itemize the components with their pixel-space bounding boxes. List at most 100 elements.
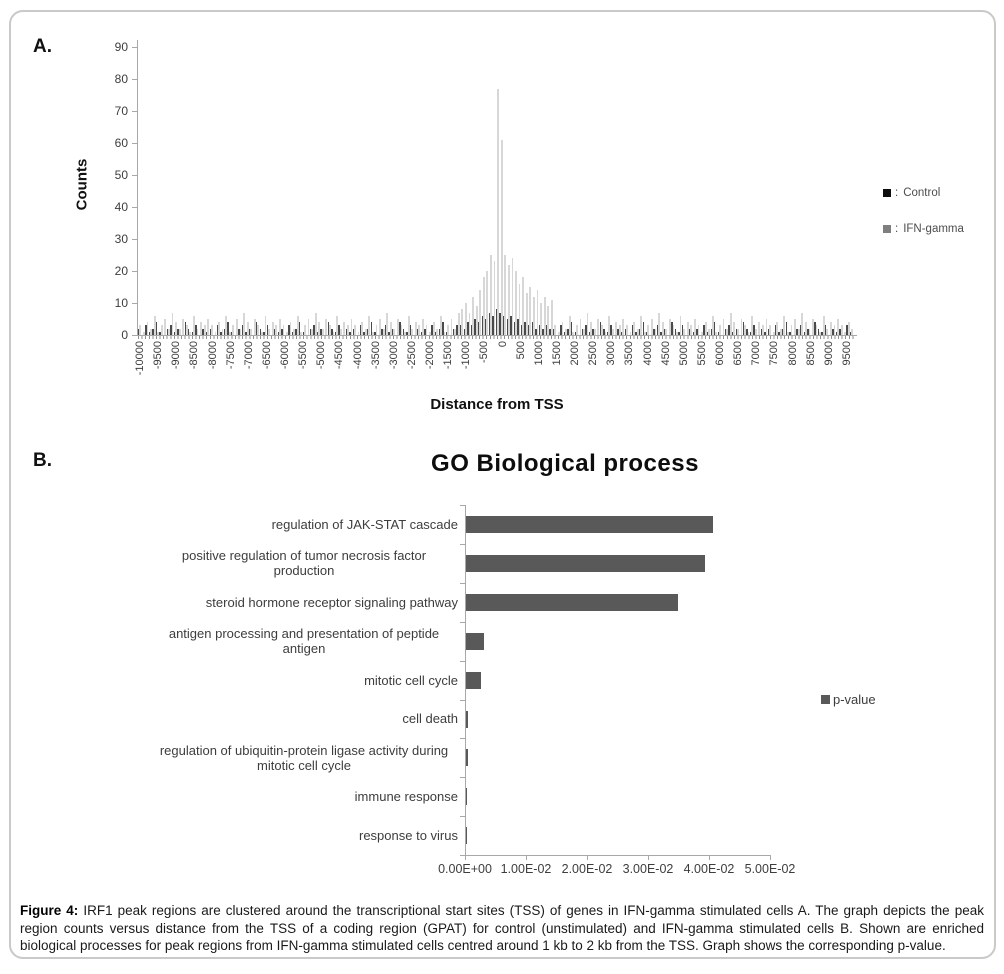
b-y-tick [460,621,465,623]
control-bar [671,322,673,335]
p-value-bar [466,710,469,728]
histogram-bin [235,319,239,335]
histogram-bin [624,325,629,335]
ifn-gamma-bar [507,264,510,335]
a-x-tick-label: 5500 [695,341,708,366]
control-bar [799,325,802,335]
a-y-tick [132,335,137,336]
ifn-gamma-bar [160,325,163,335]
control-bar [638,328,641,335]
ifn-gamma-bar [532,296,535,335]
histogram-bin [528,287,532,335]
ifn-gamma-bar [303,325,306,335]
b-category-label: regulation of ubiquitin-protein ligase a… [159,742,449,773]
p-value-bar [466,749,469,767]
ifn-gamma-bar [804,322,807,335]
histogram-bin [227,322,231,335]
control-bar [814,322,816,335]
ifn-gamma-bar [600,325,603,335]
control-bar [438,328,440,335]
histogram-bin [449,319,453,335]
histogram-bin [778,328,782,335]
histogram-bin [843,331,847,335]
control-bar [316,331,319,335]
histogram-bin [248,328,253,335]
histogram-bin [585,312,589,335]
ifn-gamma-bar [450,319,453,335]
ifn-gamma-bar [350,319,353,335]
control-bar [764,331,766,335]
control-bar [148,331,151,335]
ifn-gamma-bar [397,319,399,335]
ifn-gamma-bar [668,319,671,335]
ifn-gamma-bar [418,325,421,335]
control-bar [220,331,222,335]
control-bar [746,328,748,335]
histogram-bin [392,328,396,335]
histogram-bin [646,325,650,335]
ifn-gamma-bar [751,315,754,335]
p-value-bar [466,788,468,806]
histogram-bin [445,325,450,335]
a-x-tick-label: -1500 [442,341,455,370]
ifn-gamma-bar [425,325,428,335]
control-bar [624,328,627,335]
p-value-bar [466,516,714,533]
a-y-tick-label: 80 [114,72,128,86]
figure-caption: Figure 4: IRF1 peak regions are clustere… [20,902,984,955]
control-bar [248,328,251,335]
histogram-bin [846,322,850,335]
ifn-gamma-bar [193,315,195,335]
histogram-bin [414,322,418,335]
a-x-tick-label: -7500 [224,341,237,370]
control-bar [753,325,755,335]
histogram-bin [434,328,439,335]
b-x-tick-label: 3.00E-02 [622,862,674,876]
b-x-tick [770,855,771,860]
histogram-bin [703,322,707,335]
histogram-bin [531,296,536,335]
a-x-tick-label: -4500 [333,341,346,370]
histogram-bin [334,315,339,335]
ifn-gamma-bar [722,319,725,335]
ifn-gamma-bar [590,322,593,335]
ifn-gamma-bar [765,319,768,335]
histogram-bin [793,319,797,335]
ifn-gamma-bar [554,325,557,335]
ifn-gamma-bar [565,328,567,335]
histogram-bin [570,322,575,335]
control-bar [177,328,179,335]
control-bar [563,331,566,335]
histogram-bin [724,328,729,335]
histogram-bin [374,325,378,335]
histogram-bin [356,331,360,335]
ifn-gamma-bar [318,322,321,335]
histogram-bin [610,325,614,335]
control-bar [850,331,852,335]
a-x-axis-line [137,335,857,336]
b-x-tick-label: 4.00E-02 [683,862,735,876]
ifn-gamma-bar [633,322,635,335]
control-bar [420,331,423,335]
histogram-bin [309,328,314,335]
ifn-gamma-bar [432,322,435,335]
a-x-tick-label: 4000 [641,341,654,366]
control-bar [273,328,276,335]
control-bar [173,331,176,335]
histogram-bin [142,331,146,335]
control-bar [603,328,605,335]
control-bar [599,322,601,335]
ifn-gamma-bar [232,325,235,335]
histogram-bin [363,328,367,335]
histogram-bin [485,271,489,335]
control-bar [524,322,526,335]
histogram-bin [316,322,321,335]
control-bar [832,328,834,335]
control-bar [277,331,279,335]
ifn-gamma-bar [461,309,464,335]
control-bar [470,325,473,335]
control-bar [588,331,591,335]
histogram-bin [760,325,765,335]
ifn-gamma-bar [593,328,596,335]
b-y-tick [460,816,465,818]
